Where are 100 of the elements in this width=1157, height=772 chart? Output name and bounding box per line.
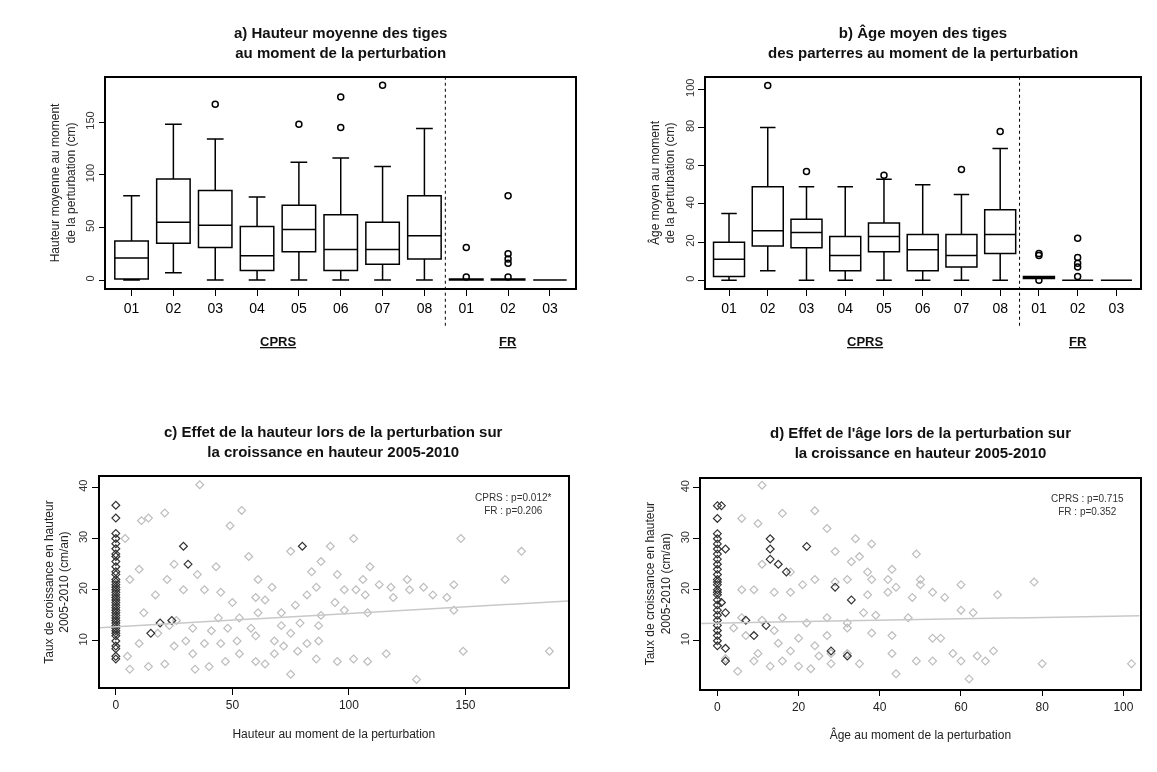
y-axis-title: Âge moyen au moment de la perturbation (cm) — [646, 120, 678, 245]
point — [183, 559, 193, 569]
y-tick-label: 50 — [84, 219, 97, 232]
y-axis-title: Taux de croissance en hauteur 2005-2010 (cm/an) — [41, 500, 72, 664]
point — [712, 631, 722, 641]
x-tick-label: 02 — [500, 299, 517, 316]
point — [712, 569, 722, 579]
y-tick-label: 10 — [77, 633, 90, 646]
point — [155, 618, 165, 628]
text: FR — [499, 334, 517, 349]
y-tick-label: 60 — [683, 158, 696, 171]
point — [712, 626, 722, 636]
point — [712, 559, 722, 569]
point — [712, 595, 722, 605]
point — [741, 615, 751, 625]
point — [716, 501, 726, 511]
point — [712, 600, 722, 610]
point — [765, 554, 775, 564]
point — [111, 500, 121, 510]
point — [712, 549, 722, 559]
point — [111, 636, 121, 646]
y-tick-label: 40 — [683, 196, 696, 209]
y-tick-label: 10 — [678, 632, 691, 646]
point — [111, 562, 121, 572]
point — [712, 534, 722, 544]
x-tick-label: 01 — [1031, 299, 1047, 316]
text: CPRS — [847, 334, 884, 349]
point — [721, 643, 730, 653]
point — [802, 541, 812, 551]
point — [721, 544, 730, 554]
y-axis-title: Hauteur moyenne au moment de la perturbation (cm) — [48, 102, 79, 263]
x-tick-label: 07 — [374, 299, 391, 316]
point — [111, 513, 121, 523]
text: CPRS — [260, 334, 297, 349]
point — [178, 541, 188, 551]
point — [167, 616, 177, 625]
x-tick-label: 02 — [759, 299, 776, 316]
text: FR — [1069, 334, 1087, 349]
y-tick-label: 20 — [77, 581, 90, 595]
x-tick-label: 04 — [249, 299, 266, 316]
x-tick-label: 0 — [112, 698, 120, 713]
x-tick-label: 100 — [338, 698, 360, 713]
x-tick-label: 01 — [458, 299, 475, 316]
y-tick-label: 40 — [678, 480, 691, 493]
x-tick-label: 05 — [876, 299, 892, 316]
annotation: FR : p=0.206 — [484, 505, 543, 516]
x-tick-label: 50 — [225, 698, 240, 713]
point — [749, 631, 759, 641]
point — [712, 544, 722, 554]
x-tick-label: 01 — [123, 299, 140, 316]
point — [111, 544, 121, 554]
annotation: CPRS : p=0.715 — [1051, 493, 1124, 504]
x-tick-label: 150 — [455, 698, 476, 713]
y-axis-title: Taux de croissance en hauteur 2005-2010 (cm/an) — [643, 501, 673, 666]
chart-title: a) Hauteur moyenne des tiges au moment de la perturbation — [234, 24, 448, 61]
point — [712, 641, 722, 651]
annotation: FR : p=0.352 — [1058, 506, 1117, 517]
x-tick-label: 01 — [721, 299, 738, 316]
point — [765, 534, 775, 544]
chart-title: b) Âge moyen des tiges des parterres au moment de la perturbation — [768, 24, 1079, 61]
x-tick-label: 06 — [332, 299, 349, 316]
x-tick-label: 03 — [1108, 299, 1125, 316]
x-tick-label: 100 — [1113, 699, 1134, 714]
point — [712, 554, 722, 564]
point — [712, 539, 722, 549]
point — [846, 595, 856, 605]
y-tick-label: 0 — [683, 275, 696, 282]
x-axis-title: Âge au moment de la perturbation — [829, 727, 1012, 743]
chart-title: d) Effet de l'âge lors de la perturbation sur la croissance en hauteur 2005-2010 — [770, 424, 1072, 461]
x-tick-label: 04 — [837, 299, 854, 316]
point — [712, 513, 722, 523]
point — [712, 529, 722, 539]
point — [111, 539, 121, 549]
point — [297, 541, 307, 551]
y-tick-label: 150 — [84, 111, 97, 130]
point — [712, 636, 722, 646]
x-tick-label: 08 — [992, 299, 1009, 316]
y-tick-label: 80 — [683, 119, 696, 133]
x-tick-label: 03 — [542, 299, 558, 316]
x-tick-label: 06 — [914, 299, 931, 316]
point — [781, 567, 791, 577]
point — [712, 564, 722, 574]
point — [712, 605, 722, 615]
x-tick-label: 80 — [1035, 699, 1050, 714]
y-tick-label: 100 — [683, 78, 696, 97]
point — [712, 615, 722, 625]
point — [716, 597, 726, 607]
x-tick-label: 07 — [953, 299, 970, 316]
annotation: CPRS : p=0.012* — [475, 492, 552, 503]
y-tick-label: 30 — [678, 531, 691, 544]
x-tick-label: 08 — [416, 299, 433, 316]
x-axis-title: Hauteur au moment de la perturbation — [232, 726, 436, 741]
y-tick-label: 20 — [678, 581, 691, 595]
x-tick-label: 20 — [791, 699, 806, 714]
point — [712, 501, 722, 511]
x-tick-label: 03 — [207, 299, 224, 316]
point — [146, 628, 156, 638]
y-tick-label: 30 — [77, 530, 90, 544]
point — [765, 544, 775, 554]
point — [773, 559, 783, 569]
